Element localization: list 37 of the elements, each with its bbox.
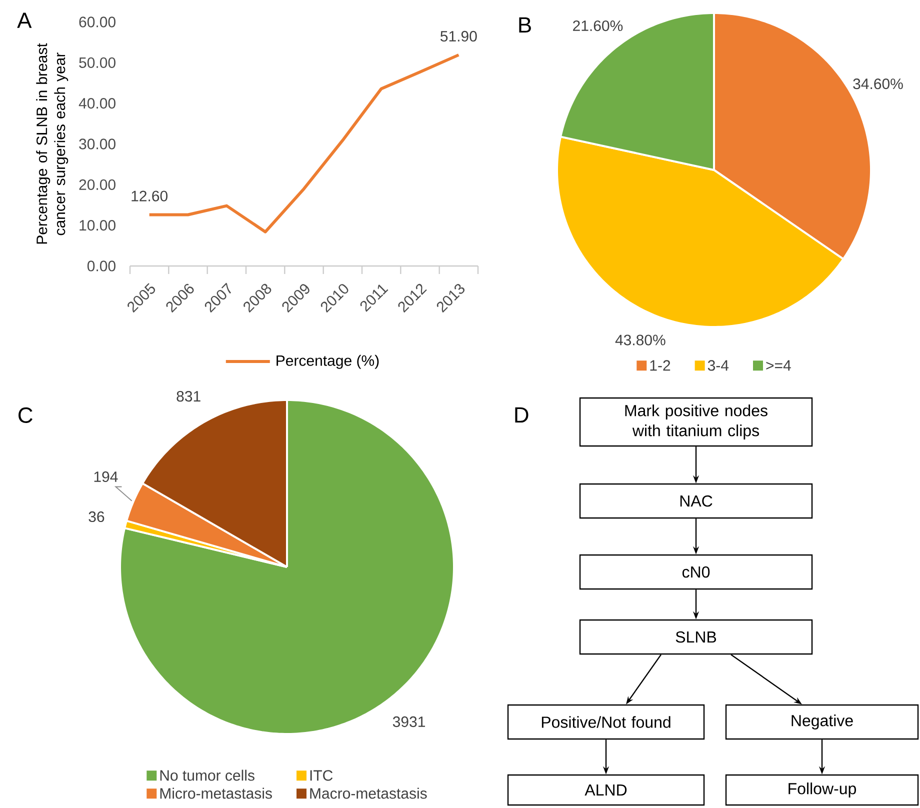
data-label: 43.80% — [615, 334, 666, 346]
legend-label: Micro-metastasis — [160, 788, 272, 799]
text: NAC — [680, 495, 712, 507]
legend-label: No tumor cells — [160, 770, 254, 781]
y-axis-title: Percentage of SLNB in breast cancer surgeries each year — [36, 43, 68, 244]
text: SLNB — [676, 631, 716, 643]
y-tick-label: 20.00 — [79, 179, 116, 190]
chart-title: B — [519, 17, 531, 33]
legend-label: Percentage (%) — [276, 354, 379, 369]
legend-label: ITC — [310, 770, 333, 781]
text: C — [18, 407, 32, 423]
data-label: 51.90 — [440, 30, 477, 42]
legend-label: 1-2 — [650, 360, 670, 371]
y-tick-label: 50.00 — [79, 57, 116, 68]
y-tick-label: 30.00 — [79, 138, 116, 150]
data-label: 34.60% — [853, 78, 903, 90]
legend-label: >=4 — [766, 360, 791, 371]
text: Positive/Not found — [542, 716, 670, 728]
chart-title: A — [17, 12, 32, 28]
legend-label: Macro-metastasis — [310, 788, 427, 799]
text: Follow-up — [788, 782, 856, 798]
y-tick-label: 40.00 — [78, 98, 116, 109]
y-tick-label: 0.00 — [87, 260, 116, 272]
data-label: 12.60 — [132, 190, 168, 202]
text: Negative — [792, 714, 853, 730]
text: Mark positive nodes with titanium clips — [625, 404, 768, 440]
data-label: 21.60% — [573, 20, 623, 32]
data-label: 831 — [176, 390, 200, 402]
text: cN0 — [682, 566, 710, 578]
y-tick-label: 10.00 — [80, 220, 116, 231]
data-label: 194 — [94, 471, 118, 482]
text: ALND — [584, 784, 627, 796]
data-label: 36 — [88, 511, 104, 522]
y-tick-label: 60.00 — [79, 16, 116, 28]
legend-label: 3-4 — [708, 360, 729, 371]
text: D — [515, 407, 528, 423]
data-label: 3931 — [392, 716, 425, 728]
